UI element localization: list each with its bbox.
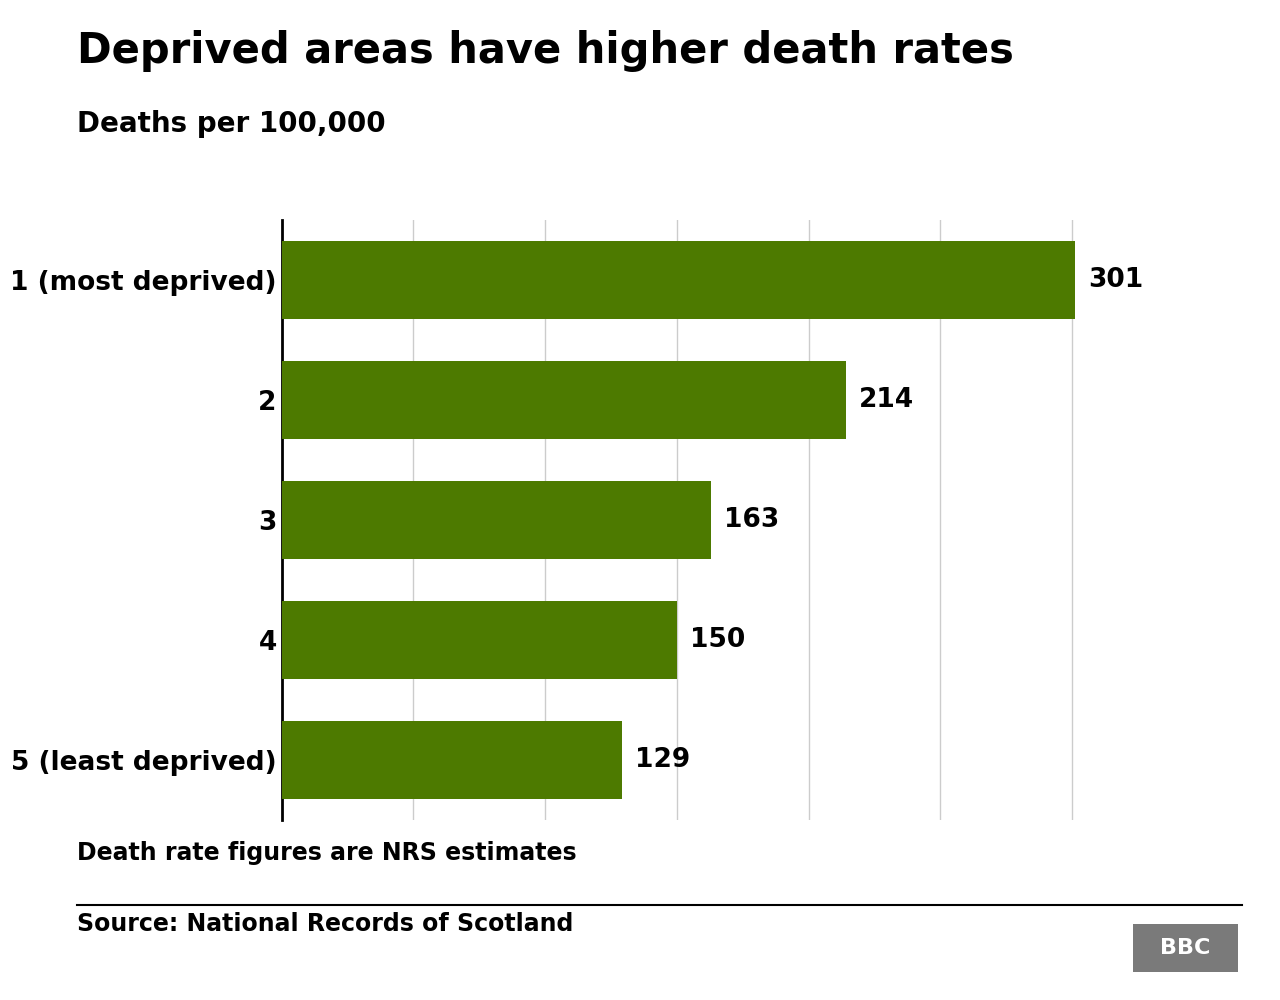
Text: 214: 214 — [859, 387, 914, 413]
Bar — [282, 601, 677, 679]
Bar — [282, 241, 1075, 319]
Text: Deprived areas have higher death rates: Deprived areas have higher death rates — [77, 30, 1014, 72]
Text: Deaths per 100,000: Deaths per 100,000 — [77, 110, 385, 138]
Text: 163: 163 — [724, 507, 780, 533]
Text: 150: 150 — [690, 627, 745, 653]
Bar — [282, 721, 622, 799]
Text: Death rate figures are NRS estimates: Death rate figures are NRS estimates — [77, 841, 576, 865]
Bar — [282, 361, 846, 439]
Text: Source: National Records of Scotland: Source: National Records of Scotland — [77, 912, 573, 936]
Text: 301: 301 — [1088, 267, 1143, 293]
Text: BBC: BBC — [1160, 938, 1211, 958]
Bar — [282, 481, 712, 559]
Text: 129: 129 — [635, 747, 690, 773]
